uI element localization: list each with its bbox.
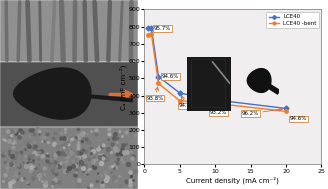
Polygon shape (247, 69, 271, 92)
LCE40 -bent (146, 34, 150, 36)
Line: LCE40: LCE40 (146, 27, 288, 110)
Text: 94.6%: 94.6% (290, 116, 307, 121)
LCE40 (178, 92, 182, 94)
LCE40 (284, 107, 288, 110)
LCE40 (146, 27, 150, 29)
Text: 96.2%: 96.2% (242, 108, 282, 116)
LCE40 -bent (284, 110, 288, 112)
LCE40 -bent (178, 100, 182, 102)
LCE40 (213, 99, 217, 101)
FancyBboxPatch shape (0, 62, 138, 127)
Polygon shape (14, 68, 91, 119)
FancyBboxPatch shape (0, 127, 138, 189)
LCE40 -bent (156, 82, 160, 85)
Text: 93.2%: 93.2% (210, 103, 227, 115)
Y-axis label: Cₐ (mF cm⁻²): Cₐ (mF cm⁻²) (119, 64, 127, 110)
Text: 95.7%: 95.7% (154, 26, 171, 31)
LCE40 -bent (213, 102, 217, 105)
Text: 93.8%: 93.8% (146, 87, 164, 101)
Line: LCE40 -bent: LCE40 -bent (146, 32, 288, 113)
FancyBboxPatch shape (0, 0, 138, 62)
Legend: LCE40, LCE40 -bent: LCE40, LCE40 -bent (266, 12, 319, 28)
Text: 94.7%: 94.7% (178, 96, 196, 108)
Text: 94.6%: 94.6% (162, 74, 179, 79)
LCE40 -bent (150, 33, 154, 35)
LCE40 (156, 75, 160, 78)
X-axis label: Current density (mA cm⁻²): Current density (mA cm⁻²) (186, 176, 279, 184)
LCE40 (150, 27, 154, 29)
